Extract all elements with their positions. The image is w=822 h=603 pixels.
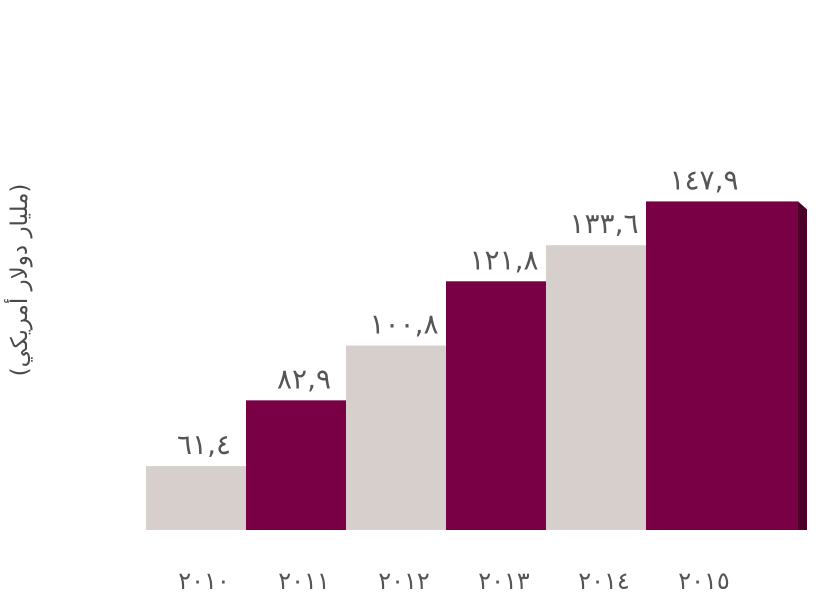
- bar-5: [646, 201, 798, 530]
- value-labels-group: ٦١,٤ ٨٢,٩ ١٠٠,٨ ١٢١,٨ ١٣٣,٦ ١٤٧,٩: [177, 163, 739, 461]
- y-axis-label: (مليار دولار أمريكي): [7, 183, 33, 377]
- x-tick-label-5: ٢٠١٥: [678, 567, 730, 595]
- value-label-4: ١٣٣,٦: [569, 207, 638, 240]
- bar-side-5: [798, 201, 807, 530]
- x-tick-label-2: ٢٠١٢: [378, 567, 430, 595]
- value-label-5: ١٤٧,٩: [669, 163, 738, 196]
- bars-group: [146, 201, 807, 530]
- x-tick-labels-group: ٢٠١٠ ٢٠١١ ٢٠١٢ ٢٠١٣ ٢٠١٤ ٢٠١٥: [178, 567, 730, 595]
- value-label-0: ٦١,٤: [177, 428, 231, 461]
- x-tick-label-0: ٢٠١٠: [178, 567, 230, 595]
- x-tick-label-1: ٢٠١١: [278, 567, 330, 595]
- value-label-3: ١٢١,٨: [469, 243, 538, 276]
- x-tick-label-4: ٢٠١٤: [578, 567, 630, 595]
- value-label-2: ١٠٠,٨: [369, 308, 438, 341]
- value-label-1: ٨٢,٩: [277, 362, 331, 395]
- x-tick-label-3: ٢٠١٣: [478, 567, 530, 595]
